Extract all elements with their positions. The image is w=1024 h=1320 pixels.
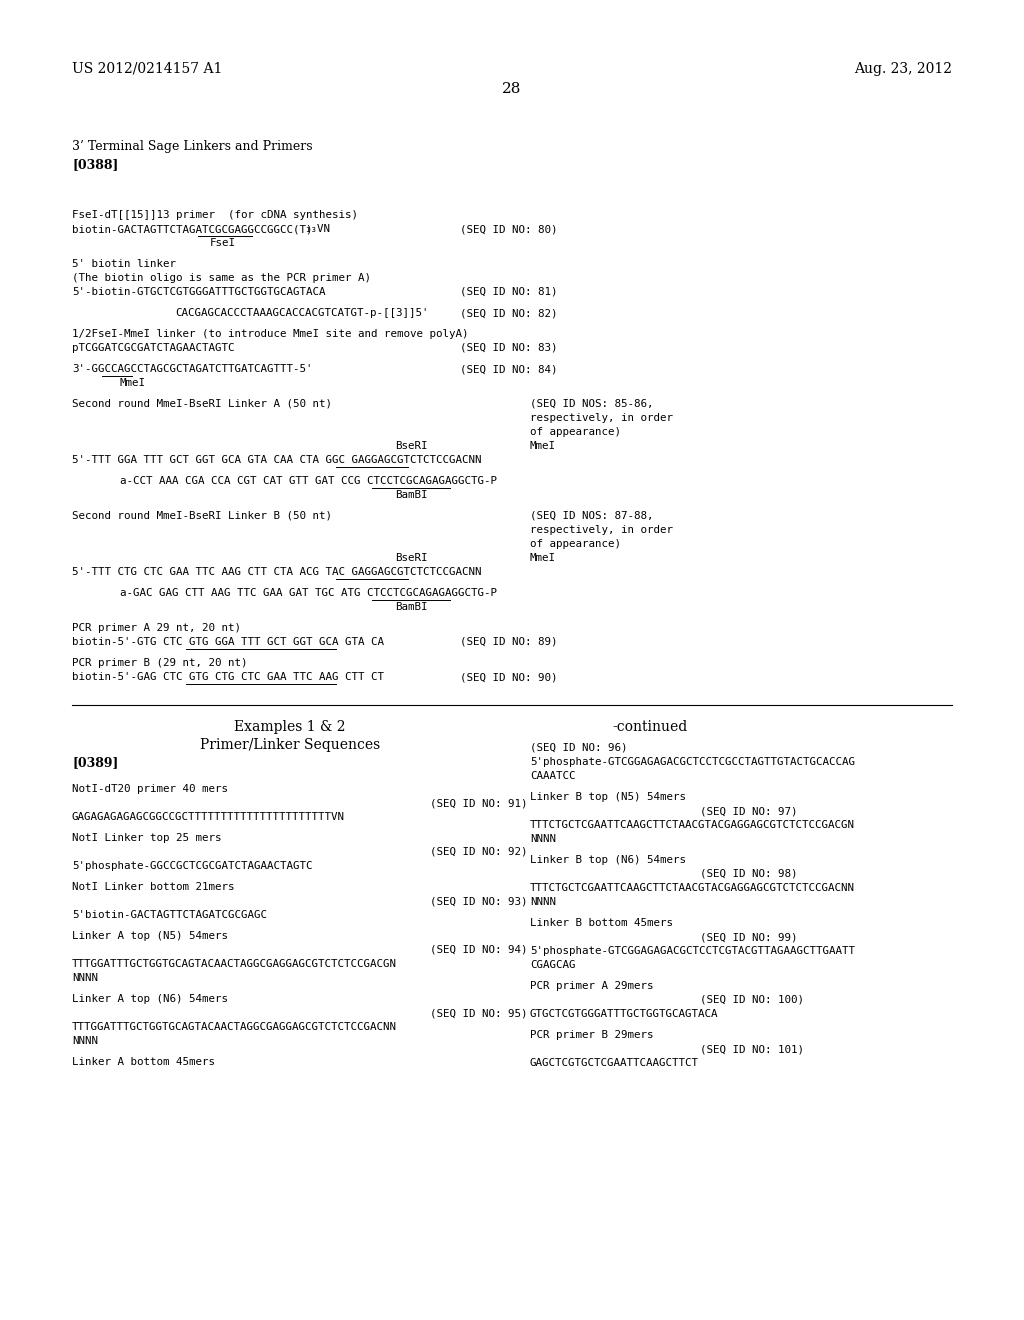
Text: GTGCTCGTGGGATTTGCTGGTGCAGTACA: GTGCTCGTGGGATTTGCTGGTGCAGTACA — [530, 1008, 719, 1019]
Text: (SEQ ID NOS: 85-86,: (SEQ ID NOS: 85-86, — [530, 399, 653, 409]
Text: ₁₃VN: ₁₃VN — [304, 224, 330, 234]
Text: BseRI: BseRI — [395, 553, 427, 564]
Text: NNNN: NNNN — [72, 973, 98, 983]
Text: (SEQ ID NO: 90): (SEQ ID NO: 90) — [460, 672, 557, 682]
Text: 5' biotin linker: 5' biotin linker — [72, 259, 176, 269]
Text: 3'-GGCCAGCCTAGCGCTAGATCTTGATCAGTTT-5': 3'-GGCCAGCCTAGCGCTAGATCTTGATCAGTTT-5' — [72, 364, 312, 374]
Text: 1/2FseI-MmeI linker (to introduce MmeI site and remove polyA): 1/2FseI-MmeI linker (to introduce MmeI s… — [72, 329, 469, 339]
Text: 5'-biotin-GTGCTCGTGGGATTTGCTGGTGCAGTACA: 5'-biotin-GTGCTCGTGGGATTTGCTGGTGCAGTACA — [72, 286, 326, 297]
Text: -continued: -continued — [612, 719, 688, 734]
Text: respectively, in order: respectively, in order — [530, 525, 673, 535]
Text: TTTGGATTTGCTGGTGCAGTACAACTAGGCGAGGAGCGTCTCTCCGACGN: TTTGGATTTGCTGGTGCAGTACAACTAGGCGAGGAGCGTC… — [72, 960, 397, 969]
Text: Aug. 23, 2012: Aug. 23, 2012 — [854, 62, 952, 77]
Text: a-CCT AAA CGA CCA CGT CAT GTT GAT CCG CTCCTCGCAGAGAGGCTG-P: a-CCT AAA CGA CCA CGT CAT GTT GAT CCG CT… — [120, 477, 497, 486]
Text: [0389]: [0389] — [72, 756, 119, 770]
Text: (SEQ ID NO: 84): (SEQ ID NO: 84) — [460, 364, 557, 374]
Text: Linker B bottom 45mers: Linker B bottom 45mers — [530, 917, 673, 928]
Text: FseI-dT[[15]]13 primer  (for cDNA synthesis): FseI-dT[[15]]13 primer (for cDNA synthes… — [72, 210, 358, 220]
Text: NotI Linker bottom 21mers: NotI Linker bottom 21mers — [72, 882, 234, 892]
Text: Linker B top (N5) 54mers: Linker B top (N5) 54mers — [530, 792, 686, 803]
Text: 28: 28 — [503, 82, 521, 96]
Text: PCR primer B 29mers: PCR primer B 29mers — [530, 1030, 653, 1040]
Text: (SEQ ID NO: 94): (SEQ ID NO: 94) — [430, 945, 527, 954]
Text: (SEQ ID NO: 98): (SEQ ID NO: 98) — [700, 869, 798, 879]
Text: of appearance): of appearance) — [530, 539, 621, 549]
Text: PCR primer B (29 nt, 20 nt): PCR primer B (29 nt, 20 nt) — [72, 657, 248, 668]
Text: Second round MmeI-BseRI Linker A (50 nt): Second round MmeI-BseRI Linker A (50 nt) — [72, 399, 332, 409]
Text: (SEQ ID NO: 95): (SEQ ID NO: 95) — [430, 1008, 527, 1018]
Text: Examples 1 & 2: Examples 1 & 2 — [234, 719, 346, 734]
Text: (SEQ ID NOS: 87-88,: (SEQ ID NOS: 87-88, — [530, 511, 653, 521]
Text: US 2012/0214157 A1: US 2012/0214157 A1 — [72, 62, 222, 77]
Text: 5'phosphate-GGCCGCTCGCGATCTAGAACTAGTC: 5'phosphate-GGCCGCTCGCGATCTAGAACTAGTC — [72, 861, 312, 871]
Text: NotI-dT20 primer 40 mers: NotI-dT20 primer 40 mers — [72, 784, 228, 795]
Text: NNNN: NNNN — [530, 898, 556, 907]
Text: GAGAGAGAGAGCGGCCGCTTTTTTTTTTTTTTTTTTTTTTVN: GAGAGAGAGAGCGGCCGCTTTTTTTTTTTTTTTTTTTTTT… — [72, 812, 345, 822]
Text: BamBI: BamBI — [395, 602, 427, 612]
Text: (SEQ ID NO: 82): (SEQ ID NO: 82) — [460, 308, 557, 318]
Text: MmeI: MmeI — [120, 378, 146, 388]
Text: BseRI: BseRI — [395, 441, 427, 451]
Text: 5'biotin-GACTAGTTCTAGATCGCGAGC: 5'biotin-GACTAGTTCTAGATCGCGAGC — [72, 909, 267, 920]
Text: 5'phosphate-GTCGGAGAGACGCTCCTCGCCTAGTTGTACTGCACCAG: 5'phosphate-GTCGGAGAGACGCTCCTCGCCTAGTTGT… — [530, 756, 855, 767]
Text: (SEQ ID NO: 101): (SEQ ID NO: 101) — [700, 1044, 804, 1053]
Text: BamBI: BamBI — [395, 490, 427, 500]
Text: Linker A top (N5) 54mers: Linker A top (N5) 54mers — [72, 931, 228, 941]
Text: TTTGGATTTGCTGGTGCAGTACAACTAGGCGAGGAGCGTCTCTCCGACNN: TTTGGATTTGCTGGTGCAGTACAACTAGGCGAGGAGCGTC… — [72, 1022, 397, 1032]
Text: PCR primer A 29 nt, 20 nt): PCR primer A 29 nt, 20 nt) — [72, 623, 241, 634]
Text: (SEQ ID NO: 99): (SEQ ID NO: 99) — [700, 932, 798, 942]
Text: [0388]: [0388] — [72, 158, 119, 172]
Text: (SEQ ID NO: 97): (SEQ ID NO: 97) — [700, 807, 798, 816]
Text: biotin-5'-GTG CTC GTG GGA TTT GCT GGT GCA GTA CA: biotin-5'-GTG CTC GTG GGA TTT GCT GGT GC… — [72, 638, 384, 647]
Text: a-GAC GAG CTT AAG TTC GAA GAT TGC ATG CTCCTCGCAGAGAGGCTG-P: a-GAC GAG CTT AAG TTC GAA GAT TGC ATG CT… — [120, 587, 497, 598]
Text: NNNN: NNNN — [530, 834, 556, 843]
Text: of appearance): of appearance) — [530, 426, 621, 437]
Text: (SEQ ID NO: 96): (SEQ ID NO: 96) — [530, 743, 628, 752]
Text: Primer/Linker Sequences: Primer/Linker Sequences — [200, 738, 380, 752]
Text: respectively, in order: respectively, in order — [530, 413, 673, 422]
Text: pTCGGATCGCGATCTAGAACTAGTC: pTCGGATCGCGATCTAGAACTAGTC — [72, 343, 234, 352]
Text: TTTCTGCTCGAATTCAAGCTTCTAACGTACGAGGAGCGTCTCTCCGACGN: TTTCTGCTCGAATTCAAGCTTCTAACGTACGAGGAGCGTC… — [530, 820, 855, 830]
Text: (SEQ ID NO: 81): (SEQ ID NO: 81) — [460, 286, 557, 297]
Text: Linker B top (N6) 54mers: Linker B top (N6) 54mers — [530, 855, 686, 865]
Text: (SEQ ID NO: 89): (SEQ ID NO: 89) — [460, 638, 557, 647]
Text: TTTCTGCTCGAATTCAAGCTTCTAACGTACGAGGAGCGTCTCTCCGACNN: TTTCTGCTCGAATTCAAGCTTCTAACGTACGAGGAGCGTC… — [530, 883, 855, 894]
Text: 5'-TTT CTG CTC GAA TTC AAG CTT CTA ACG TAC GAGGAGCGTCTCTCCGACNN: 5'-TTT CTG CTC GAA TTC AAG CTT CTA ACG T… — [72, 568, 481, 577]
Text: PCR primer A 29mers: PCR primer A 29mers — [530, 981, 653, 991]
Text: (SEQ ID NO: 93): (SEQ ID NO: 93) — [430, 896, 527, 906]
Text: (SEQ ID NO: 91): (SEQ ID NO: 91) — [430, 799, 527, 808]
Text: (SEQ ID NO: 83): (SEQ ID NO: 83) — [460, 343, 557, 352]
Text: biotin-5'-GAG CTC GTG CTG CTC GAA TTC AAG CTT CT: biotin-5'-GAG CTC GTG CTG CTC GAA TTC AA… — [72, 672, 384, 682]
Text: 5'phosphate-GTCGGAGAGACGCTCCTCGTACGTTAGAAGCTTGAATT: 5'phosphate-GTCGGAGAGACGCTCCTCGTACGTTAGA… — [530, 946, 855, 956]
Text: biotin-GACTAGTTCTAGATCGCGAGGCCGGCC(T): biotin-GACTAGTTCTAGATCGCGAGGCCGGCC(T) — [72, 224, 312, 234]
Text: CGAGCAG: CGAGCAG — [530, 960, 575, 970]
Text: NNNN: NNNN — [72, 1036, 98, 1045]
Text: (SEQ ID NO: 100): (SEQ ID NO: 100) — [700, 995, 804, 1005]
Text: 3’ Terminal Sage Linkers and Primers: 3’ Terminal Sage Linkers and Primers — [72, 140, 312, 153]
Text: (The biotin oligo is same as the PCR primer A): (The biotin oligo is same as the PCR pri… — [72, 273, 371, 282]
Text: MmeI: MmeI — [530, 441, 556, 451]
Text: 5'-TTT GGA TTT GCT GGT GCA GTA CAA CTA GGC GAGGAGCGTCTCTCCGACNN: 5'-TTT GGA TTT GCT GGT GCA GTA CAA CTA G… — [72, 455, 481, 465]
Text: NotI Linker top 25 mers: NotI Linker top 25 mers — [72, 833, 221, 843]
Text: (SEQ ID NO: 80): (SEQ ID NO: 80) — [460, 224, 557, 234]
Text: FseI: FseI — [210, 238, 236, 248]
Text: GAGCTCGTGCTCGAATTCAAGCTTCT: GAGCTCGTGCTCGAATTCAAGCTTCT — [530, 1059, 699, 1068]
Text: CACGAGCACCCTAAAGCACCACGTCATGT-p-[[3]]5': CACGAGCACCCTAAAGCACCACGTCATGT-p-[[3]]5' — [175, 308, 428, 318]
Text: Linker A top (N6) 54mers: Linker A top (N6) 54mers — [72, 994, 228, 1005]
Text: MmeI: MmeI — [530, 553, 556, 564]
Text: (SEQ ID NO: 92): (SEQ ID NO: 92) — [430, 847, 527, 857]
Text: Linker A bottom 45mers: Linker A bottom 45mers — [72, 1057, 215, 1067]
Text: CAAATCC: CAAATCC — [530, 771, 575, 781]
Text: Second round MmeI-BseRI Linker B (50 nt): Second round MmeI-BseRI Linker B (50 nt) — [72, 511, 332, 521]
